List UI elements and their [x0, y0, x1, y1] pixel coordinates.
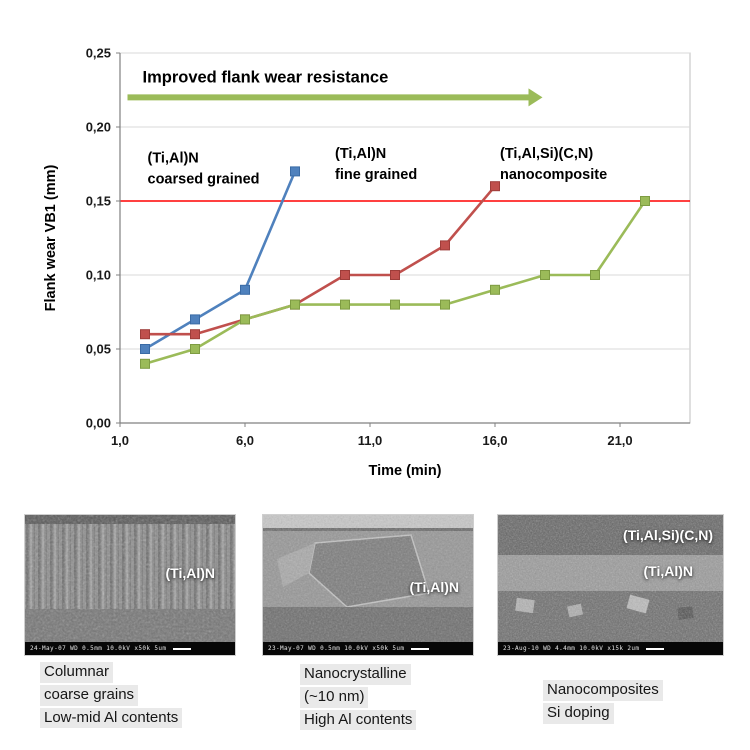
scale-bar [646, 647, 665, 650]
y-tick-label: 0,15 [86, 194, 111, 209]
series-marker [140, 329, 150, 340]
series-marker [190, 344, 200, 354]
improvement-arrow-head [528, 88, 543, 107]
scale-bar [173, 647, 192, 650]
series-marker [590, 270, 600, 280]
series-marker [640, 196, 650, 206]
y-tick-label: 0,20 [86, 120, 111, 135]
sem-overlay-label: (Ti,Al)N [409, 579, 459, 595]
sem-overlay-label: (Ti,Al)N [165, 565, 215, 581]
plot-area [119, 52, 691, 424]
series-marker [290, 166, 300, 177]
sem-status-bar: 24-May-07 WD 0.5mm 10.0kV x50k 5um [25, 642, 235, 655]
series-marker [490, 181, 500, 192]
series-label: (Ti,Al)N [335, 146, 386, 162]
caption-line: Low-mid Al contents [40, 707, 183, 729]
series-marker [240, 284, 250, 295]
x-tick-label: 21,0 [607, 433, 632, 448]
series-label: (Ti,Al,Si)(C,N) [500, 146, 593, 162]
series-marker [490, 284, 500, 295]
sem-metadata-text: 23-Aug-10 WD 4.4mm 10.0kV x15k 2um [503, 645, 640, 652]
series-marker [390, 299, 400, 310]
y-tick-label: 0,00 [86, 416, 111, 431]
y-tick-label: 0,05 [86, 342, 111, 357]
sem-status-bar: 23-Aug-10 WD 4.4mm 10.0kV x15k 2um [498, 642, 723, 655]
caption-line: High Al contents [300, 709, 417, 731]
sem-texture [25, 515, 235, 642]
sem-texture [263, 515, 473, 642]
sem-metadata-text: 24-May-07 WD 0.5mm 10.0kV x50k 5um [30, 645, 167, 652]
caption-coarse-grained: Columnar coarse grains Low-mid Al conten… [40, 660, 183, 730]
y-tick-label: 0,25 [86, 46, 111, 61]
sem-overlay-label: (Ti,Al)N [643, 563, 693, 579]
caption-line: Si doping [543, 702, 614, 724]
wear-chart-svg: Improved flank wear resistance (Ti,Al)N co… [43, 46, 691, 479]
caption-line: (~10 nm) [300, 686, 369, 708]
y-axis-title: Flank wear VB1 (mm) [43, 165, 59, 312]
caption-line: coarse grains [40, 684, 139, 706]
series-marker [340, 270, 350, 280]
x-tick-label: 16,0 [482, 433, 507, 448]
chart-annotation-title: Improved flank wear resistance [143, 69, 389, 87]
scale-bar [411, 647, 430, 650]
series-marker [440, 299, 450, 310]
x-tick-label: 11,0 [358, 433, 383, 448]
series-marker [190, 329, 200, 340]
sem-status-bar: 23-May-07 WD 0.5mm 10.0kV x50k 5um [263, 642, 473, 655]
series-label: nanocomposite [500, 167, 607, 183]
caption-line: Nanocrystalline [300, 664, 411, 685]
series-label: (Ti,Al)N [148, 151, 199, 167]
sem-image-coarse-grained: (Ti,Al)N 24-May-07 WD 0.5mm 10.0kV x50k … [25, 515, 235, 655]
x-tick-label: 6,0 [236, 433, 254, 448]
series-marker [440, 240, 450, 251]
series-marker [190, 314, 200, 325]
sem-image-nanocrystalline: (Ti,Al)N 23-May-07 WD 0.5mm 10.0kV x50k … [263, 515, 473, 655]
caption-nanocrystalline: Nanocrystalline (~10 nm) High Al content… [300, 662, 417, 732]
caption-line: Nanocomposites [543, 680, 663, 701]
sem-metadata-text: 23-May-07 WD 0.5mm 10.0kV x50k 5um [268, 645, 405, 652]
x-tick-label: 1,0 [111, 433, 129, 448]
sem-texture [498, 515, 723, 642]
series-marker [390, 270, 400, 280]
series-marker [140, 358, 150, 369]
x-axis-title: Time (min) [368, 463, 441, 479]
sem-overlay-label: (Ti,Al,Si)(C,N) [623, 527, 713, 543]
series-marker [290, 299, 300, 310]
caption-line: Columnar [40, 662, 114, 683]
series-label: coarsed grained [148, 172, 260, 188]
caption-nanocomposite: Nanocomposites Si doping [543, 678, 663, 726]
series-marker [340, 299, 350, 310]
y-tick-label: 0,10 [86, 268, 111, 283]
series-label: fine grained [335, 167, 417, 183]
series-marker [140, 344, 150, 354]
series-line-1 [145, 185, 496, 336]
series-marker [540, 270, 550, 280]
series-marker [240, 314, 250, 325]
sem-image-nanocomposite: (Ti,Al,Si)(C,N) (Ti,Al)N 23-Aug-10 WD 4.… [498, 515, 723, 655]
